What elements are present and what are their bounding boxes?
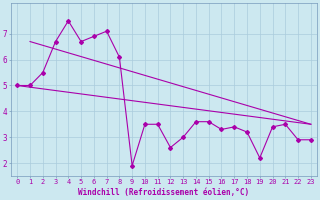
X-axis label: Windchill (Refroidissement éolien,°C): Windchill (Refroidissement éolien,°C): [78, 188, 250, 197]
